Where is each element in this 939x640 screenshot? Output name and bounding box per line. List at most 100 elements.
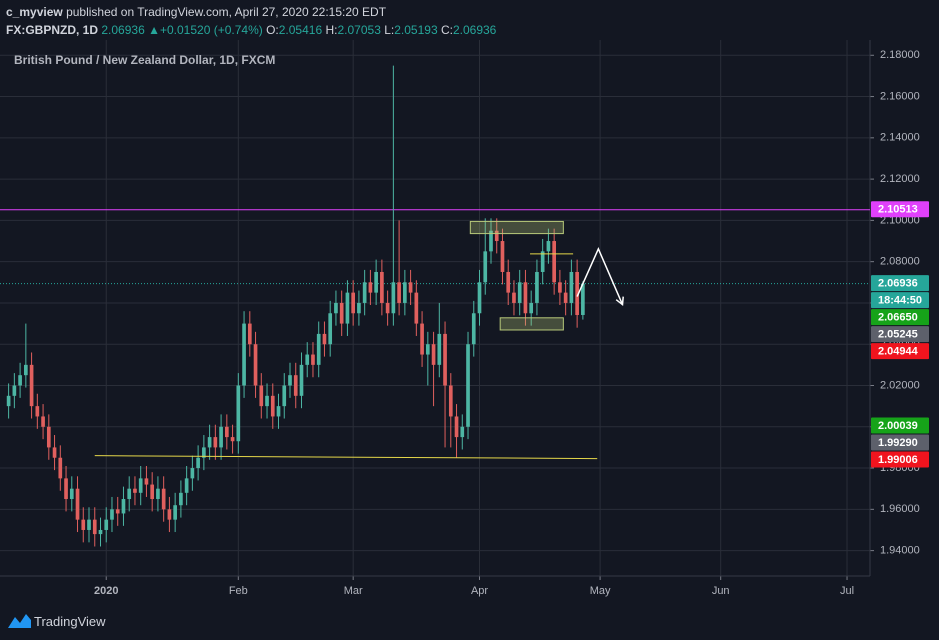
candle-body	[546, 241, 551, 252]
candle-body	[483, 251, 488, 283]
x-tick-label: May	[590, 585, 611, 597]
candle-body	[494, 230, 499, 242]
candle-body	[236, 385, 241, 442]
candle-body	[385, 302, 390, 314]
zone-box	[499, 317, 564, 331]
candle-body	[540, 251, 545, 272]
price-label-box	[871, 326, 929, 343]
candle-body	[98, 529, 103, 535]
candle-body	[92, 519, 97, 535]
candle-body	[512, 292, 516, 303]
candle-body	[569, 271, 574, 303]
l-label: L:	[384, 23, 395, 37]
price-label: 2.06936	[878, 278, 918, 290]
candle-body	[443, 333, 447, 386]
candle-body	[362, 282, 367, 303]
footer: TradingView	[0, 604, 939, 640]
candle-body	[345, 292, 350, 324]
candle-body	[121, 499, 126, 514]
arrow-head	[615, 296, 624, 307]
x-tick-label: Mar	[344, 585, 363, 597]
x-tick-label: 2020	[94, 585, 118, 597]
candle-body	[339, 302, 344, 324]
y-tick-label: 2.12000	[880, 173, 920, 185]
candle-body	[242, 323, 246, 386]
brand[interactable]: TradingView	[34, 614, 106, 629]
candle-body	[471, 313, 476, 345]
candle-body	[558, 282, 562, 293]
price-label-box	[871, 451, 929, 468]
candle-body	[81, 519, 86, 530]
candle-body	[305, 354, 310, 365]
zone-box	[469, 220, 564, 235]
o-value: 2.05416	[278, 23, 323, 37]
candle-body	[535, 271, 539, 303]
y-tick-label: 1.94000	[880, 545, 920, 557]
price-label: 18:44:50	[878, 295, 922, 307]
candle-body	[52, 447, 57, 458]
candle-body	[69, 488, 74, 500]
x-tick-label: Jun	[712, 585, 730, 597]
candle-body	[156, 488, 160, 500]
symbol: FX:GBPNZD, 1D	[6, 23, 99, 37]
candle-body	[230, 437, 235, 442]
candle-body	[202, 447, 206, 458]
candle-body	[425, 344, 430, 355]
candle-body	[161, 488, 166, 510]
x-tick-label: Jul	[840, 585, 854, 597]
candle-body	[517, 282, 522, 303]
candle-body	[18, 375, 22, 386]
candle-body	[179, 492, 183, 506]
candle-body	[35, 406, 40, 417]
price-label: 2.10513	[878, 204, 918, 216]
candle-body	[224, 426, 229, 438]
price-label-box	[871, 275, 929, 292]
candle-body	[403, 282, 407, 303]
candle-body	[489, 230, 493, 252]
candle-body	[322, 333, 327, 345]
candle-body	[288, 375, 292, 386]
chart-bg	[0, 40, 939, 604]
candle-body	[466, 344, 470, 427]
candle-body	[46, 426, 51, 448]
candle-body	[115, 509, 120, 514]
candle-body	[12, 385, 17, 396]
candle-body	[477, 282, 482, 314]
candle-body	[500, 241, 505, 272]
price-label: 1.99006	[878, 454, 918, 466]
price-label: 1.99290	[878, 437, 918, 449]
candle-body	[259, 385, 264, 407]
candle-body	[397, 282, 401, 303]
c-label: C:	[440, 23, 453, 37]
price-label-box	[871, 292, 929, 309]
candle-body	[328, 313, 333, 345]
author[interactable]: c_myview	[6, 5, 63, 19]
candle-body	[144, 478, 149, 485]
candle-body	[351, 292, 356, 314]
candle-body	[357, 302, 361, 314]
candle-body	[448, 385, 453, 417]
price-label: 2.04944	[878, 346, 919, 358]
c-value: 2.06936	[452, 23, 497, 37]
candle-body	[276, 406, 281, 417]
price-label-box	[871, 343, 929, 360]
candle-body	[75, 488, 80, 520]
candle-body	[374, 271, 378, 293]
candle-body	[196, 457, 200, 469]
candle-body	[167, 509, 172, 520]
candle-body	[575, 271, 579, 315]
y-tick-label: 2.08000	[880, 256, 920, 268]
change: +0.01520 (+0.74%)	[159, 23, 263, 37]
h-value: 2.07053	[337, 23, 381, 37]
h-label: H:	[325, 23, 338, 37]
last: 2.06936	[101, 23, 145, 37]
logo	[8, 614, 31, 628]
candle-body	[414, 292, 419, 324]
candle-body	[110, 509, 114, 520]
logo-shape	[8, 614, 31, 628]
x-tick-label: Feb	[229, 585, 248, 597]
candle-body	[282, 385, 287, 407]
candle-body	[133, 488, 137, 493]
price-label-box	[871, 309, 929, 326]
candle-body	[207, 437, 212, 448]
